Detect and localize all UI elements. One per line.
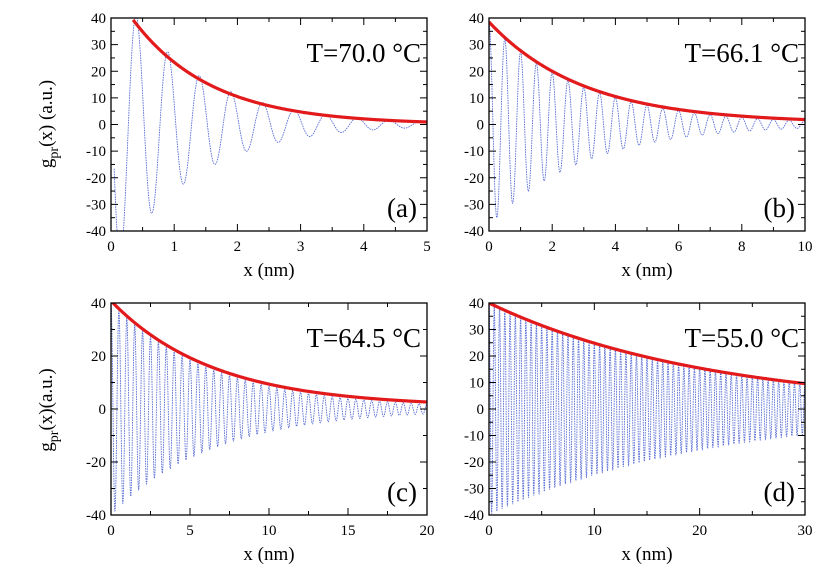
- x-tick-label: 1: [170, 239, 178, 255]
- y-axis-label-rest: (x)(a.u.): [36, 368, 57, 430]
- y-tick-label: 20: [469, 64, 484, 80]
- envelope-series: [131, 18, 427, 124]
- x-axis-label: x (nm): [243, 260, 294, 281]
- envelope-series: [111, 303, 427, 404]
- x-tick-label: 6: [675, 239, 683, 255]
- panel-a: 0 1 2 3 4 5 -40 -30 -20 -10 0 10 20 30 40 x (nm) gpr(x) …: [36, 11, 431, 281]
- y-tick-label: 10: [469, 91, 484, 107]
- temperature-annotation: T=66.1 °C: [684, 38, 799, 68]
- y-tick-label: 30: [469, 38, 484, 54]
- y-tick-label: -20: [464, 171, 484, 187]
- y-tick-label: 20: [91, 64, 106, 80]
- x-tick-label: 0: [107, 239, 115, 255]
- y-tick-label: -30: [464, 197, 484, 213]
- x-tick-label: 30: [798, 523, 813, 539]
- y-tick-label: 40: [91, 11, 106, 27]
- y-axis-label-sub: pr: [47, 147, 62, 159]
- x-tick-label: 10: [587, 523, 602, 539]
- panel-d: 0 10 20 30 -40 -30 -20 -10 0 10 20 30 40 x (nm) T=55.0…: [464, 296, 813, 565]
- x-axis-label: x (nm): [621, 260, 672, 281]
- y-tick-label: -20: [86, 171, 106, 187]
- panel-label: (a): [387, 193, 417, 223]
- y-tick-label: 40: [469, 296, 484, 312]
- y-axis-label: gpr(x)(a.u.): [36, 368, 62, 451]
- x-tick-label: 20: [420, 523, 435, 539]
- x-tick-label: 4: [612, 239, 620, 255]
- envelope-series: [489, 20, 805, 122]
- x-axis-label: x (nm): [243, 544, 294, 565]
- y-tick-label: -30: [86, 197, 106, 213]
- x-tick-label: 0: [485, 239, 493, 255]
- y-tick-label: -40: [86, 508, 106, 524]
- panel-label: (d): [764, 477, 795, 507]
- x-tick-label: 2: [548, 239, 556, 255]
- x-tick-label: 3: [297, 239, 305, 255]
- oscillation-series: [113, 18, 427, 231]
- y-tick-label: 0: [99, 402, 107, 418]
- y-tick-label: -20: [464, 455, 484, 471]
- y-tick-label: -10: [464, 144, 484, 160]
- panel-label: (c): [387, 477, 417, 507]
- y-axis-label-sub: pr: [47, 430, 62, 442]
- x-tick-label: 10: [262, 523, 277, 539]
- y-tick-label: 20: [469, 349, 484, 365]
- envelope-series: [489, 303, 805, 386]
- y-tick-label: -40: [86, 224, 106, 240]
- panel-b: 0 2 4 6 8 10 -40 -30 -20 -10 0 10 20 30 40 x (nm) T=66.1…: [464, 11, 813, 281]
- x-tick-label: 0: [485, 523, 493, 539]
- y-tick-label: 20: [91, 349, 106, 365]
- y-tick-label: -20: [86, 455, 106, 471]
- y-tick-label: 30: [91, 38, 106, 54]
- y-tick-label: 0: [99, 118, 107, 134]
- y-tick-label: -30: [464, 482, 484, 498]
- y-tick-label: 40: [469, 11, 484, 27]
- x-tick-label: 4: [360, 239, 368, 255]
- temperature-annotation: T=64.5 °C: [306, 323, 421, 353]
- y-tick-label: -10: [464, 429, 484, 445]
- y-tick-label: 0: [477, 118, 485, 134]
- y-tick-label: -40: [464, 224, 484, 240]
- temperature-annotation: T=55.0 °C: [684, 323, 799, 353]
- y-axis-label-rest: (x) (a.u.): [36, 80, 57, 147]
- y-tick-label: 10: [91, 91, 106, 107]
- panel-label: (b): [764, 193, 795, 223]
- x-tick-label: 0: [107, 523, 115, 539]
- y-tick-label: 10: [469, 376, 484, 392]
- y-axis-label-main: g: [36, 442, 57, 452]
- x-tick-label: 5: [423, 239, 431, 255]
- y-tick-label: 40: [91, 296, 106, 312]
- y-tick-label: -40: [464, 508, 484, 524]
- y-tick-label: 30: [469, 323, 484, 339]
- temperature-annotation: T=70.0 °C: [306, 38, 421, 68]
- y-axis-label-main: g: [36, 158, 57, 168]
- x-axis-label: x (nm): [621, 544, 672, 565]
- x-tick-label: 8: [738, 239, 746, 255]
- x-tick-label: 5: [186, 523, 194, 539]
- x-tick-label: 10: [798, 239, 813, 255]
- x-tick-label: 20: [692, 523, 707, 539]
- y-tick-label: -10: [86, 144, 106, 160]
- y-axis-label: gpr(x) (a.u.): [36, 80, 62, 168]
- y-tick-label: 0: [477, 402, 485, 418]
- oscillation-series: [111, 303, 427, 512]
- x-tick-label: 2: [234, 239, 242, 255]
- x-tick-label: 15: [341, 523, 356, 539]
- panel-c: 0 5 10 15 20 -40 -20 0 20 40 x (nm) gpr(x)(a.u.) T=6…: [36, 296, 435, 565]
